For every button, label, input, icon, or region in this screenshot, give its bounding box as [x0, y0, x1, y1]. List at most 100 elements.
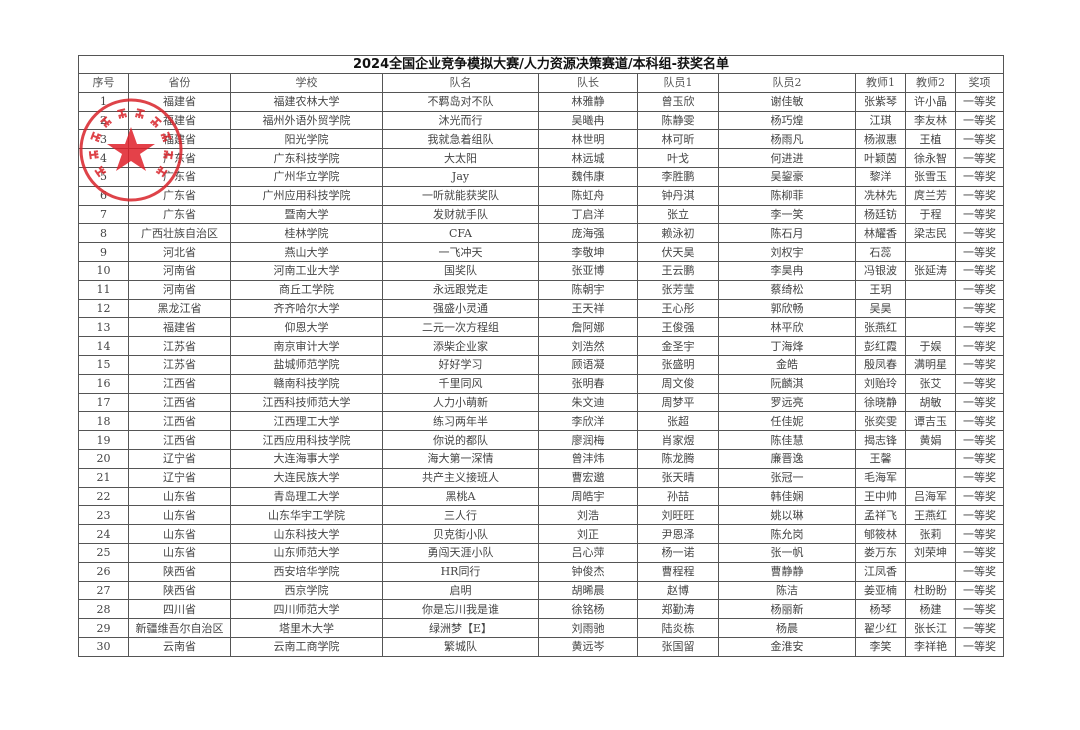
cell-school: 江西科技师范大学	[230, 392, 383, 413]
cell-member-2: 陈石月	[718, 223, 856, 244]
cell-member-1: 张天晴	[637, 467, 719, 488]
cell-school: 仰恩大学	[230, 317, 383, 338]
cell-teacher-2: 满明星	[905, 354, 956, 375]
cell-captain: 陈虹舟	[538, 185, 638, 206]
cell-index: 23	[78, 505, 129, 526]
cell-award: 一等奖	[955, 279, 1004, 300]
cell-member-1: 叶戈	[637, 148, 719, 168]
cell-teacher-1: 杨淑惠	[855, 129, 906, 150]
cell-index: 3	[78, 129, 129, 150]
cell-team-name: 一飞冲天	[382, 242, 539, 262]
cell-school: 四川师范大学	[230, 599, 383, 620]
cell-captain: 朱文迪	[538, 392, 638, 413]
cell-member-1: 王心彤	[637, 298, 719, 319]
cell-captain: 刘浩然	[538, 336, 638, 356]
cell-teacher-1: 彭红霞	[855, 336, 906, 356]
table-row: 9 河北省 燕山大学 一飞冲天 李敬坤 伏天昊 刘权宇 石蕊 一等奖	[78, 242, 1004, 262]
cell-member-1: 张盛明	[637, 354, 719, 375]
table-row: 1 福建省 福建农林大学 不羁岛对不队 林雅静 曾玉欣 谢佳敏 张紫琴 许小晶 一等奖	[78, 91, 1004, 112]
cell-member-1: 曾玉欣	[637, 91, 719, 112]
cell-award: 一等奖	[955, 636, 1004, 657]
cell-award: 一等奖	[955, 467, 1004, 488]
cell-award: 一等奖	[955, 448, 1004, 469]
cell-province: 江苏省	[128, 336, 231, 356]
cell-member-2: 刘权宇	[718, 242, 856, 262]
cell-teacher-2	[905, 561, 956, 582]
cell-award: 一等奖	[955, 129, 1004, 150]
cell-teacher-2	[905, 467, 956, 488]
cell-school: 大连民族大学	[230, 467, 383, 488]
table-row: 20 辽宁省 大连海事大学 海大第一深情 曾沣炜 陈龙腾 廉晋逸 王馨 一等奖	[78, 448, 1004, 469]
cell-member-1: 刘旺旺	[637, 505, 719, 526]
cell-teacher-2: 黄娟	[905, 430, 956, 450]
cell-captain: 李欣洋	[538, 411, 638, 432]
cell-teacher-1: 冯银波	[855, 260, 906, 281]
cell-captain: 吴曦冉	[538, 110, 638, 131]
cell-captain: 张明春	[538, 373, 638, 394]
cell-award: 一等奖	[955, 91, 1004, 112]
header-index: 序号	[78, 73, 129, 93]
cell-index: 10	[78, 260, 129, 281]
cell-province: 江苏省	[128, 354, 231, 375]
cell-province: 四川省	[128, 599, 231, 620]
cell-province: 广西壮族自治区	[128, 223, 231, 244]
cell-member-1: 杨一诺	[637, 542, 719, 563]
cell-team-name: 海大第一深情	[382, 448, 539, 469]
cell-province: 广东省	[128, 204, 231, 225]
cell-member-2: 曹静静	[718, 561, 856, 582]
cell-school: 南京审计大学	[230, 336, 383, 356]
table-row: 4 广东省 广东科技学院 大太阳 林远城 叶戈 何进进 叶颖茵 徐永智 一等奖	[78, 148, 1004, 168]
cell-teacher-1: 殷凤春	[855, 354, 906, 375]
cell-award: 一等奖	[955, 166, 1004, 187]
cell-index: 12	[78, 298, 129, 319]
cell-teacher-2: 杨建	[905, 599, 956, 620]
cell-award: 一等奖	[955, 185, 1004, 206]
cell-index: 27	[78, 580, 129, 601]
cell-school: 暨南大学	[230, 204, 383, 225]
cell-member-2: 蔡绮松	[718, 279, 856, 300]
cell-school: 山东科技大学	[230, 524, 383, 544]
cell-index: 21	[78, 467, 129, 488]
cell-member-2: 罗远亮	[718, 392, 856, 413]
cell-index: 2	[78, 110, 129, 131]
cell-team-name: 发财就手队	[382, 204, 539, 225]
cell-index: 6	[78, 185, 129, 206]
cell-province: 黑龙江省	[128, 298, 231, 319]
cell-member-2: 陈佳慧	[718, 430, 856, 450]
cell-school: 山东师范大学	[230, 542, 383, 563]
table-row: 10 河南省 河南工业大学 国奖队 张亚博 王云鹏 李昊冉 冯银波 张延涛 一等奖	[78, 260, 1004, 281]
cell-team-name: 你说的都队	[382, 430, 539, 450]
cell-teacher-1: 张燕红	[855, 317, 906, 338]
cell-member-1: 王云鹏	[637, 260, 719, 281]
cell-teacher-1: 姜亚楠	[855, 580, 906, 601]
cell-team-name: 你是忘川我是谁	[382, 599, 539, 620]
cell-award: 一等奖	[955, 392, 1004, 413]
cell-province: 山东省	[128, 486, 231, 507]
cell-captain: 廖润梅	[538, 430, 638, 450]
cell-province: 福建省	[128, 129, 231, 150]
cell-captain: 徐铭杨	[538, 599, 638, 620]
cell-province: 辽宁省	[128, 448, 231, 469]
cell-member-2: 金淮安	[718, 636, 856, 657]
cell-province: 河北省	[128, 242, 231, 262]
cell-teacher-2: 张雪玉	[905, 166, 956, 187]
table-row: 28 四川省 四川师范大学 你是忘川我是谁 徐铭杨 郑勤涛 杨丽新 杨琴 杨建 一等奖	[78, 599, 1004, 620]
cell-school: 塔里木大学	[230, 618, 383, 638]
cell-member-1: 王俊强	[637, 317, 719, 338]
header-province: 省份	[128, 73, 231, 93]
cell-index: 13	[78, 317, 129, 338]
cell-teacher-1: 郇筱林	[855, 524, 906, 544]
cell-teacher-1: 毛海军	[855, 467, 906, 488]
table-row: 6 广东省 广州应用科技学院 一听就能获奖队 陈虹舟 钟丹淇 陈柳菲 冼林先 庹兰芳 一等奖	[78, 185, 1004, 206]
cell-teacher-1: 杨琴	[855, 599, 906, 620]
cell-team-name: 永远跟党走	[382, 279, 539, 300]
table-row: 23 山东省 山东华宇工学院 三人行 刘浩 刘旺旺 姚以琳 孟祥飞 王燕红 一等奖	[78, 505, 1004, 526]
cell-award: 一等奖	[955, 110, 1004, 131]
cell-index: 14	[78, 336, 129, 356]
cell-school: 阳光学院	[230, 129, 383, 150]
cell-team-name: 贝克街小队	[382, 524, 539, 544]
cell-teacher-2: 谭吉玉	[905, 411, 956, 432]
cell-team-name: HR同行	[382, 561, 539, 582]
table-row: 5 广东省 广州华立学院 Jay 魏伟康 李胜鹏 吴鋆豪 黎洋 张雪玉 一等奖	[78, 166, 1004, 187]
cell-teacher-1: 叶颖茵	[855, 148, 906, 168]
